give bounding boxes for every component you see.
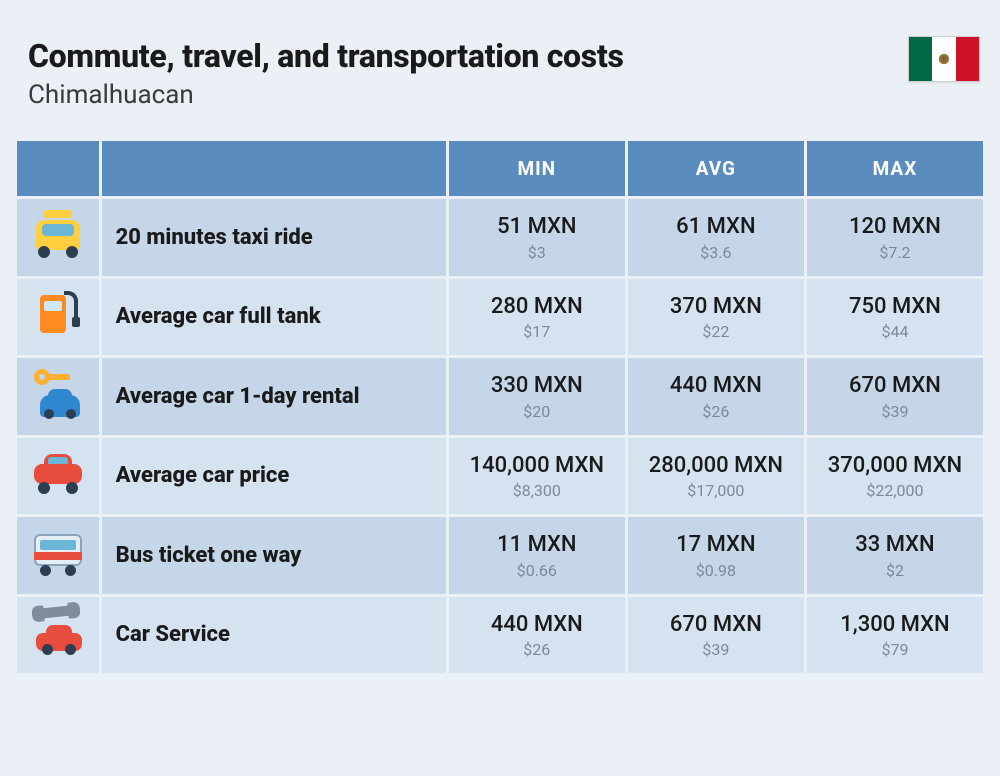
mxn-value: 440 MXN [636, 372, 796, 400]
mxn-value: 330 MXN [457, 372, 617, 400]
usd-value: $3 [457, 243, 617, 262]
flag-stripe-green [909, 37, 932, 81]
cell-min: 140,000 MXN $8,300 [449, 438, 625, 515]
car-service-icon [17, 597, 99, 674]
col-avg-head: AVG [628, 141, 804, 196]
table-row: 20 minutes taxi ride 51 MXN $3 61 MXN $3… [17, 199, 983, 276]
mxn-value: 140,000 MXN [457, 452, 617, 480]
row-label: 20 minutes taxi ride [102, 199, 446, 276]
usd-value: $22 [636, 322, 796, 341]
mxn-value: 61 MXN [636, 213, 796, 241]
cell-avg: 61 MXN $3.6 [628, 199, 804, 276]
usd-value: $7.2 [815, 243, 975, 262]
cell-min: 440 MXN $26 [449, 597, 625, 674]
mxn-value: 440 MXN [457, 611, 617, 639]
row-label: Average car price [102, 438, 446, 515]
usd-value: $39 [815, 402, 975, 421]
cell-max: 120 MXN $7.2 [807, 199, 983, 276]
mxn-value: 670 MXN [636, 611, 796, 639]
usd-value: $79 [815, 640, 975, 659]
mxn-value: 670 MXN [815, 372, 975, 400]
usd-value: $2 [815, 561, 975, 580]
mxn-value: 370,000 MXN [815, 452, 975, 480]
page-title: Commute, travel, and transportation cost… [28, 36, 624, 76]
cell-min: 11 MXN $0.66 [449, 517, 625, 594]
flag-stripe-white [932, 37, 955, 81]
col-max-head: MAX [807, 141, 983, 196]
header: Commute, travel, and transportation cost… [14, 36, 986, 138]
mxn-value: 370 MXN [636, 293, 796, 321]
mxn-value: 11 MXN [457, 531, 617, 559]
col-label-head [102, 141, 446, 196]
mxn-value: 750 MXN [815, 293, 975, 321]
table-row: Average car 1-day rental 330 MXN $20 440… [17, 358, 983, 435]
mxn-value: 33 MXN [815, 531, 975, 559]
title-block: Commute, travel, and transportation cost… [28, 36, 624, 110]
cell-avg: 670 MXN $39 [628, 597, 804, 674]
cell-min: 280 MXN $17 [449, 279, 625, 356]
table-row: Average car price 140,000 MXN $8,300 280… [17, 438, 983, 515]
cell-avg: 17 MXN $0.98 [628, 517, 804, 594]
row-label: Car Service [102, 597, 446, 674]
flag-emblem-icon [938, 53, 950, 65]
table-header-row: MIN AVG MAX [17, 141, 983, 196]
mxn-value: 17 MXN [636, 531, 796, 559]
cell-max: 670 MXN $39 [807, 358, 983, 435]
usd-value: $8,300 [457, 481, 617, 500]
mexico-flag-icon [908, 36, 980, 82]
usd-value: $22,000 [815, 481, 975, 500]
usd-value: $17,000 [636, 481, 796, 500]
usd-value: $0.66 [457, 561, 617, 580]
mxn-value: 120 MXN [815, 213, 975, 241]
col-min-head: MIN [449, 141, 625, 196]
car-key-icon [17, 358, 99, 435]
page-subtitle: Chimalhuacan [28, 80, 624, 110]
usd-value: $3.6 [636, 243, 796, 262]
col-icon-head [17, 141, 99, 196]
cell-avg: 280,000 MXN $17,000 [628, 438, 804, 515]
car-icon [17, 438, 99, 515]
flag-stripe-red [956, 37, 979, 81]
table-row: Bus ticket one way 11 MXN $0.66 17 MXN $… [17, 517, 983, 594]
mxn-value: 280,000 MXN [636, 452, 796, 480]
cell-max: 33 MXN $2 [807, 517, 983, 594]
row-label: Average car 1-day rental [102, 358, 446, 435]
usd-value: $20 [457, 402, 617, 421]
cell-max: 370,000 MXN $22,000 [807, 438, 983, 515]
row-label: Bus ticket one way [102, 517, 446, 594]
fuel-pump-icon [17, 279, 99, 356]
mxn-value: 280 MXN [457, 293, 617, 321]
page: Commute, travel, and transportation cost… [0, 0, 1000, 690]
usd-value: $17 [457, 322, 617, 341]
row-label: Average car full tank [102, 279, 446, 356]
mxn-value: 1,300 MXN [815, 611, 975, 639]
bus-icon [17, 517, 99, 594]
mxn-value: 51 MXN [457, 213, 617, 241]
usd-value: $0.98 [636, 561, 796, 580]
cell-max: 750 MXN $44 [807, 279, 983, 356]
usd-value: $44 [815, 322, 975, 341]
usd-value: $26 [457, 640, 617, 659]
cell-avg: 440 MXN $26 [628, 358, 804, 435]
table-row: Average car full tank 280 MXN $17 370 MX… [17, 279, 983, 356]
cell-avg: 370 MXN $22 [628, 279, 804, 356]
table-row: Car Service 440 MXN $26 670 MXN $39 1,30… [17, 597, 983, 674]
usd-value: $39 [636, 640, 796, 659]
cost-table: MIN AVG MAX 20 minutes taxi ride 51 MXN … [14, 138, 986, 676]
cell-min: 51 MXN $3 [449, 199, 625, 276]
cell-min: 330 MXN $20 [449, 358, 625, 435]
usd-value: $26 [636, 402, 796, 421]
cell-max: 1,300 MXN $79 [807, 597, 983, 674]
taxi-icon [17, 199, 99, 276]
